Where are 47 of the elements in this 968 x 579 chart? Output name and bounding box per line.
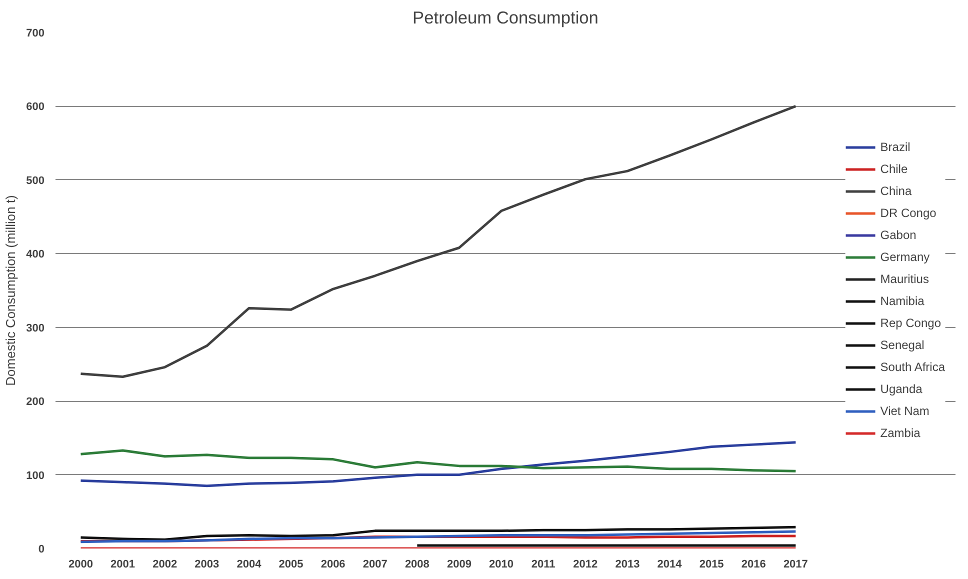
x-tick-label: 2004 xyxy=(236,558,262,570)
x-tick-label: 2007 xyxy=(362,558,388,570)
x-tick-label: 2002 xyxy=(152,558,178,570)
line-series xyxy=(79,449,797,472)
x-tick-label: 2012 xyxy=(573,558,598,570)
y-axis-title: Domestic Consumption (million t) xyxy=(3,195,18,386)
x-tick-label: 2009 xyxy=(447,558,472,570)
line-series xyxy=(79,441,797,488)
x-tick-label: 2016 xyxy=(741,558,766,570)
x-tick-label: 2015 xyxy=(699,558,724,570)
legend-label: Zambia xyxy=(880,425,920,441)
legend-label: DR Congo xyxy=(880,205,936,221)
x-tick-label: 2013 xyxy=(615,558,640,570)
y-tick-label: 700 xyxy=(26,28,45,40)
x-tick-label: 2014 xyxy=(657,558,683,570)
line-series xyxy=(79,526,797,541)
x-tick-label: 2017 xyxy=(783,558,808,570)
legend-label: Uganda xyxy=(880,381,922,397)
x-tick-label: 2010 xyxy=(489,558,514,570)
x-tick-label: 2000 xyxy=(68,558,93,570)
chart-title: Petroleum Consumption xyxy=(412,8,598,28)
x-tick-label: 2008 xyxy=(404,558,430,570)
legend-label: Namibia xyxy=(880,293,924,309)
y-tick-label: 500 xyxy=(26,174,45,187)
legend-label: Senegal xyxy=(880,337,924,353)
y-tick-label: 0 xyxy=(38,544,45,556)
line-series xyxy=(79,530,797,544)
y-tick-label: 400 xyxy=(26,248,45,261)
x-tick-label: 2001 xyxy=(110,558,136,570)
legend-label: South Africa xyxy=(880,359,945,375)
y-tick-label: 300 xyxy=(26,322,45,334)
legend-label: Chile xyxy=(880,161,908,177)
x-tick-label: 2006 xyxy=(320,558,346,570)
legend-label: Viet Nam xyxy=(880,403,930,419)
x-tick-label: 2005 xyxy=(278,558,304,570)
y-tick-label: 600 xyxy=(26,101,45,114)
legend-label: Brazil xyxy=(880,139,910,155)
legend-label: Rep Congo xyxy=(880,315,941,331)
legend-label: Mauritius xyxy=(880,271,929,287)
x-tick-label: 2003 xyxy=(194,558,220,570)
y-tick-label: 100 xyxy=(26,470,45,482)
x-tick-label: 2011 xyxy=(531,558,556,570)
legend-label: Germany xyxy=(880,249,930,265)
line-series xyxy=(79,104,797,378)
legend-label: Gabon xyxy=(880,227,916,243)
legend-label: China xyxy=(880,183,912,199)
y-tick-label: 200 xyxy=(26,396,45,408)
